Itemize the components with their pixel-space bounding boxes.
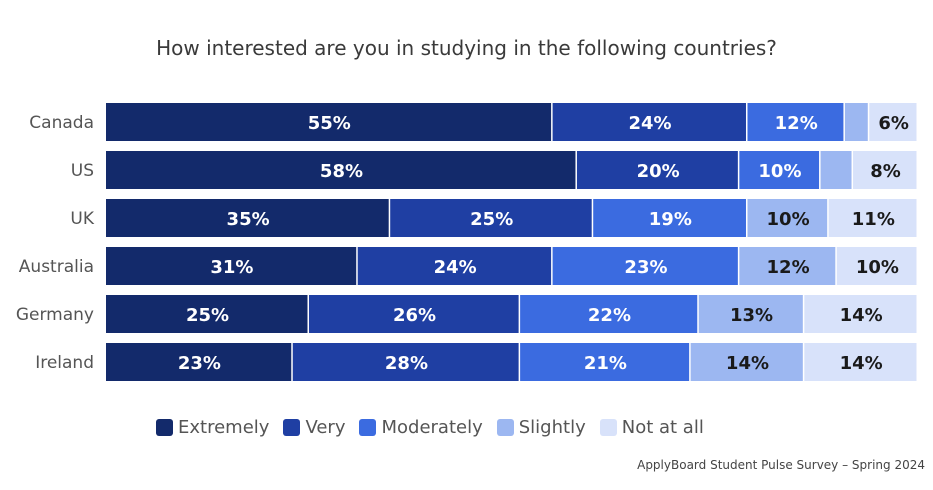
- bar-us-extremely: [106, 151, 576, 189]
- bar-australia-extremely: [106, 247, 357, 285]
- data-label-ireland-very: 28%: [385, 353, 428, 374]
- data-label-uk-not-at-all: 11%: [852, 209, 895, 230]
- category-label-ireland: Ireland: [35, 353, 94, 373]
- data-label-germany-moderately: 22%: [588, 305, 631, 326]
- data-label-us-not-at-all: 8%: [870, 161, 901, 182]
- legend-swatch: [496, 419, 514, 436]
- legend-label: Very: [305, 417, 346, 438]
- bar-germany-extremely: [106, 295, 308, 333]
- data-label-canada-not-at-all: 6%: [878, 113, 909, 134]
- data-label-uk-extremely: 35%: [227, 209, 270, 230]
- bar-canada-extremely: [106, 103, 552, 141]
- chart-legend: Extremely Very Moderately Slightly Not at al…: [156, 417, 718, 438]
- bar-us-not-at-all: [853, 151, 917, 189]
- bar-germany-not-at-all: [804, 295, 917, 333]
- data-label-uk-slightly: 10%: [767, 209, 810, 230]
- legend-label: Moderately: [381, 417, 483, 438]
- data-label-us-extremely: 58%: [320, 161, 363, 182]
- legend-swatch: [359, 419, 377, 436]
- bar-australia-slightly: [739, 247, 836, 285]
- category-label-canada: Canada: [29, 113, 94, 133]
- data-label-australia-slightly: 12%: [767, 257, 810, 278]
- bar-canada-slightly: [844, 103, 868, 141]
- legend-swatch: [283, 419, 301, 436]
- bar-australia-not-at-all: [836, 247, 917, 285]
- bar-uk-very: [390, 199, 592, 237]
- bar-australia-moderately: [552, 247, 738, 285]
- category-label-uk: UK: [70, 209, 94, 229]
- bar-ireland-extremely: [106, 343, 292, 381]
- legend-swatch: [156, 419, 173, 436]
- bar-australia-very: [357, 247, 552, 285]
- legend-item-very: Very: [283, 417, 345, 438]
- bar-ireland-slightly: [690, 343, 803, 381]
- bar-ireland-very: [292, 343, 519, 381]
- data-label-germany-extremely: 25%: [186, 305, 229, 326]
- data-label-germany-slightly: 13%: [730, 305, 773, 326]
- data-label-ireland-slightly: 14%: [726, 353, 769, 374]
- data-label-canada-very: 24%: [628, 113, 671, 134]
- data-label-australia-very: 24%: [434, 257, 477, 278]
- data-label-australia-not-at-all: 10%: [856, 257, 899, 278]
- data-label-ireland-not-at-all: 14%: [840, 353, 883, 374]
- data-label-uk-moderately: 19%: [649, 209, 692, 230]
- bar-us-slightly: [820, 151, 852, 189]
- legend-item-extremely: Extremely: [156, 417, 269, 438]
- legend-label: Slightly: [518, 417, 586, 438]
- data-label-ireland-extremely: 23%: [178, 353, 221, 374]
- bar-uk-slightly: [747, 199, 828, 237]
- data-label-us-moderately: 10%: [758, 161, 801, 182]
- bar-us-moderately: [739, 151, 820, 189]
- bar-uk-moderately: [593, 199, 746, 237]
- source-note: ApplyBoard Student Pulse Survey – Spring…: [637, 458, 925, 472]
- bar-uk-extremely: [106, 199, 389, 237]
- bar-canada-not-at-all: [869, 103, 917, 141]
- data-label-germany-very: 26%: [393, 305, 436, 326]
- legend-label: Not at all: [621, 417, 704, 438]
- bar-canada-moderately: [747, 103, 844, 141]
- legend-label: Extremely: [178, 417, 270, 438]
- data-label-canada-moderately: 12%: [775, 113, 818, 134]
- bar-germany-moderately: [520, 295, 698, 333]
- data-label-germany-not-at-all: 14%: [840, 305, 883, 326]
- bar-uk-not-at-all: [828, 199, 917, 237]
- category-label-australia: Australia: [19, 257, 94, 277]
- bar-canada-very: [552, 103, 746, 141]
- legend-swatch: [599, 419, 617, 436]
- legend-item-slightly: Slightly: [496, 417, 586, 438]
- legend-item-moderately: Moderately: [359, 417, 483, 438]
- bar-us-very: [576, 151, 738, 189]
- data-label-us-very: 20%: [637, 161, 680, 182]
- chart-title: How interested are you in studying in th…: [156, 36, 777, 60]
- data-label-uk-very: 25%: [470, 209, 513, 230]
- data-label-australia-extremely: 31%: [210, 257, 253, 278]
- bar-germany-slightly: [698, 295, 803, 333]
- legend-item-not-at-all: Not at all: [599, 417, 704, 438]
- category-label-germany: Germany: [16, 305, 94, 325]
- bar-ireland-not-at-all: [804, 343, 917, 381]
- bar-ireland-moderately: [520, 343, 690, 381]
- bar-germany-very: [309, 295, 519, 333]
- category-label-us: US: [71, 161, 94, 181]
- data-label-ireland-moderately: 21%: [584, 353, 627, 374]
- data-label-australia-moderately: 23%: [624, 257, 667, 278]
- data-label-canada-extremely: 55%: [308, 113, 351, 134]
